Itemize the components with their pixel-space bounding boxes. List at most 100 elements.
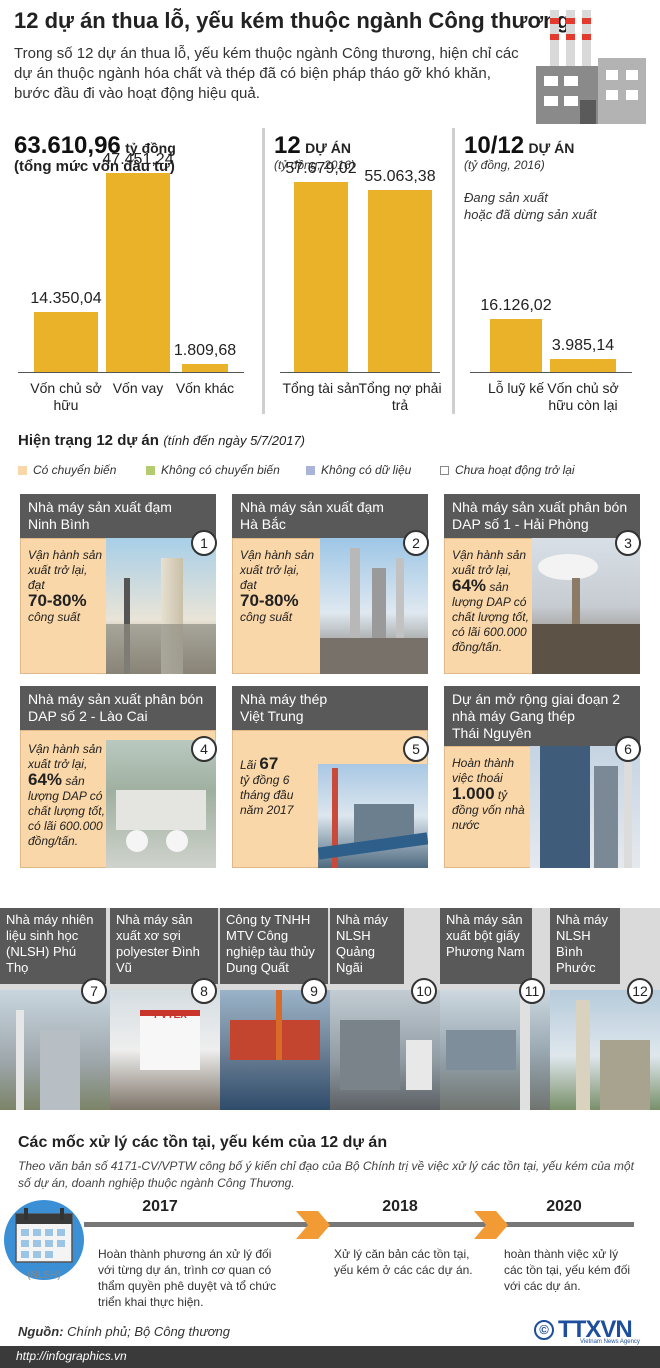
project-tail: sản lượng DAP có chất lượng tốt, có lãi … — [452, 580, 529, 654]
timeline-year: 2017 — [142, 1198, 178, 1215]
project-desc: Vận hành sản xuất trở lại, đạt 70-80% cô… — [240, 548, 318, 625]
project-tail: công suất — [28, 610, 81, 624]
project-number: 12 — [627, 978, 653, 1004]
intro-text: Trong số 12 dự án thua lỗ, yếu kém thuộc… — [14, 45, 519, 102]
project-number: 6 — [615, 736, 641, 762]
legend-item-improved: Có chuyển biến — [18, 463, 116, 477]
project-desc: Lãi 67 tỷ đồng 6 tháng đầu năm 2017 — [240, 754, 318, 818]
chart-value-label: 55.063,38 — [364, 168, 436, 186]
legend-label: Không có chuyển biến — [161, 463, 280, 477]
project-desc: Vận hành sản xuất trở lại, 64% sản lượng… — [28, 742, 106, 849]
logo: TTXVN — [558, 1316, 633, 1343]
project-name: Hà Bắc — [240, 516, 286, 532]
legend-item-inactive: Chưa hoạt động trở lại — [440, 463, 575, 477]
chart-category-label: Vốn chủ sở hữu — [30, 380, 102, 413]
page-title: 12 dự án thua lỗ, yếu kém thuộc ngành Cô… — [14, 8, 570, 33]
chart-category-label: Vốn chủ sở hữu còn lại — [547, 380, 619, 413]
timeline-text: Xử lý căn bản các tồn tại, yếu kém ở các… — [334, 1247, 473, 1277]
project-highlight: 1.000 — [452, 784, 495, 803]
chart-axis — [280, 372, 440, 373]
project-name: Nhà máy sản xuất đạm — [240, 499, 384, 515]
footer-url[interactable]: http://infographics.vn — [0, 1346, 660, 1368]
project-highlight: 70-80% — [240, 591, 299, 610]
factory-photo — [106, 538, 216, 674]
factory-photo — [318, 764, 428, 868]
project-text: Lãi — [240, 758, 257, 772]
project-number: 9 — [301, 978, 327, 1004]
inactive-project-name: Nhà máy NLSH Quảng Ngãi — [330, 908, 404, 984]
project-highlight: 64% — [452, 576, 487, 595]
legend-label: Không có dữ liệu — [321, 463, 412, 477]
timeline-text: Hoàn thành phương án xử lý đối với từng … — [98, 1247, 277, 1309]
panel1-caption: (tổng mức vốn đầu tư) — [14, 158, 175, 175]
inactive-project-name: Nhà máy sản xuất xơ sợi polyester Đình V… — [110, 908, 218, 984]
chart-bar — [182, 364, 228, 372]
panel1-value: 63.610,96 — [14, 132, 121, 159]
factory-photo — [0, 990, 110, 1110]
project-name: Nhà máy sản xuất phân bón — [452, 499, 628, 515]
project-number: 10 — [411, 978, 437, 1004]
chart-axis — [18, 372, 244, 373]
project-text: Vận hành sản xuất trở lại, đạt — [240, 548, 315, 592]
project-number: 2 — [403, 530, 429, 556]
factory-photo — [320, 538, 428, 674]
project-number: 11 — [519, 978, 545, 1004]
factory-photo — [440, 990, 550, 1110]
project-tail: công suất — [240, 610, 293, 624]
project-name: Ninh Bình — [28, 516, 90, 532]
timeline-line — [84, 1222, 634, 1227]
project-card-header: Nhà máy sản xuất đạm Hà Bắc — [232, 494, 428, 538]
chart-bar — [34, 311, 98, 372]
project-card-header: Dự án mở rộng giai đoạn 2 nhà máy Gang t… — [444, 686, 640, 746]
inactive-project-name: Nhà máy sản xuất bột giấy Phương Nam — [440, 908, 532, 984]
timeline-year: 2018 — [382, 1198, 418, 1215]
project-text: Vận hành sản xuất trở lại, đạt — [28, 548, 103, 592]
project-desc: Hoàn thành việc thoái 1.000 tỷ đồng vốn … — [452, 756, 530, 833]
project-name: Thái Nguyên — [452, 725, 532, 741]
panel3-unit: DỰ ÁN — [528, 140, 575, 156]
project-card-header: Nhà máy thép Việt Trung — [232, 686, 428, 730]
inactive-project-name: Nhà máy NLSH Bình Phước — [550, 908, 620, 984]
project-name: Dự án mở rộng giai đoạn 2 — [452, 691, 620, 707]
chart-value-label: 47.451,24 — [102, 150, 174, 168]
arrow-icon — [474, 1211, 508, 1239]
timeline-title: Các mốc xử lý các tồn tại, yếu kém của 1… — [18, 1134, 388, 1151]
project-highlight: 67 — [259, 754, 279, 773]
chart-value-label: 14.350,04 — [30, 289, 102, 307]
timeline-text: hoàn thành việc xử lý các tồn tại, yếu k… — [504, 1247, 631, 1293]
source: Nguồn: Chính phủ; Bộ Công thương — [18, 1324, 230, 1339]
source-label: Nguồn: — [18, 1324, 64, 1339]
timeline-subtitle: Theo văn bản số 4171-CV/VPTW công bố ý k… — [18, 1159, 634, 1190]
project-desc: Vận hành sản xuất trở lại, 64% sản lượng… — [452, 548, 532, 655]
legend-label: Chưa hoạt động trở lại — [455, 463, 575, 477]
project-number: 3 — [615, 530, 641, 556]
chart-category-label: Vốn khác — [175, 380, 235, 396]
project-tail: tỷ đồng 6 tháng đầu năm 2017 — [240, 773, 294, 817]
project-tail: tỷ đồng vốn nhà nước — [452, 788, 525, 832]
calendar-label: (NLSH) — [27, 1270, 61, 1281]
legend-item-no-data: Không có dữ liệu — [306, 463, 411, 477]
logo-subtitle: Vietnam News Agency — [580, 1339, 640, 1345]
project-card-header: Nhà máy sản xuất phân bón DAP số 2 - Lào… — [20, 686, 216, 730]
project-number: 7 — [81, 978, 107, 1004]
project-name: Việt Trung — [240, 708, 304, 724]
legend-swatch — [306, 466, 315, 476]
project-number: 8 — [191, 978, 217, 1004]
chart-bar — [106, 172, 170, 372]
project-number: 4 — [191, 736, 217, 762]
panel2-note: (tỷ đồng, 2016) — [274, 158, 355, 172]
project-text: Vận hành sản xuất trở lại, — [452, 548, 527, 577]
factory-photo — [532, 538, 640, 674]
chart-bar — [368, 190, 432, 372]
legend-swatch — [146, 466, 155, 476]
factory-photo — [330, 990, 440, 1110]
timeline-year: 2020 — [546, 1198, 582, 1215]
project-number: 5 — [403, 736, 429, 762]
project-highlight: 70-80% — [28, 591, 87, 610]
chart-bar — [490, 318, 542, 372]
chart-value-label: 16.126,02 — [480, 296, 552, 314]
project-name: DAP số 1 - Hải Phòng — [452, 516, 589, 532]
chart-value-label: 1.809,68 — [173, 342, 237, 360]
project-name: DAP số 2 - Lào Cai — [28, 708, 148, 724]
inactive-project-name: Nhà máy nhiên liệu sinh học (NLSH) Phú T… — [0, 908, 106, 984]
